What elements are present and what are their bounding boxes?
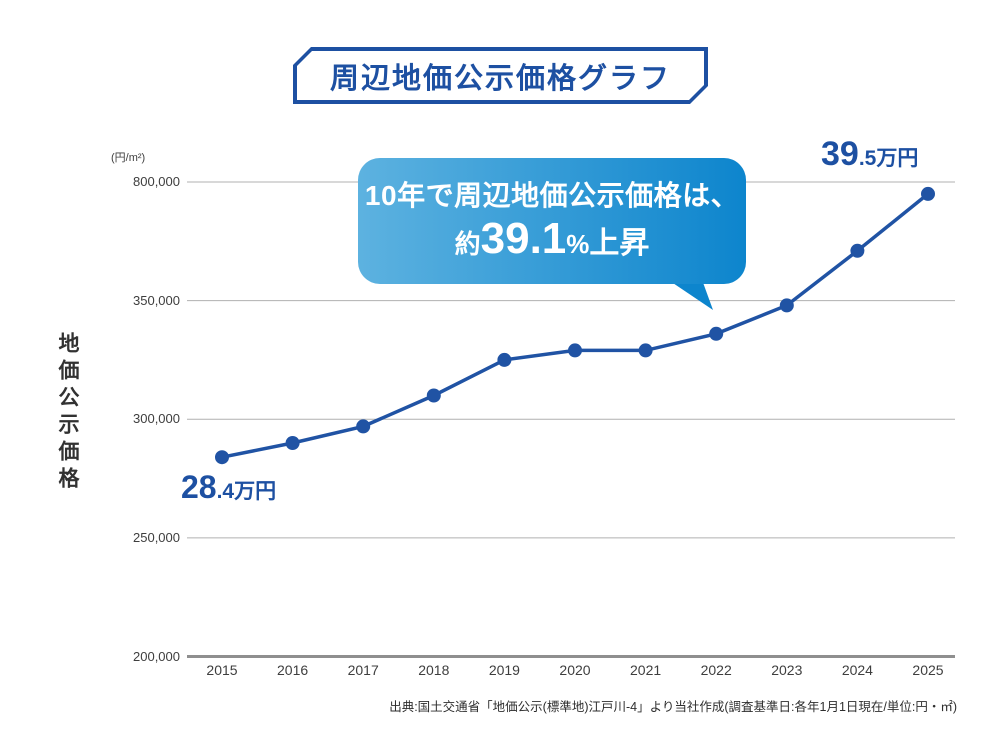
end-point-unit: .5万円: [858, 147, 919, 170]
data-point: [426, 388, 441, 403]
data-point: [921, 186, 935, 201]
data-point: [285, 436, 300, 450]
data-point: [356, 419, 371, 434]
x-tick-label: 2016: [277, 662, 309, 678]
x-tick-label: 2024: [841, 662, 873, 678]
data-point: [850, 243, 865, 258]
x-tick-label: 2020: [559, 662, 591, 678]
x-tick-label: 2023: [771, 662, 803, 678]
y-tick-label: 250,000: [133, 529, 180, 545]
x-tick-label: 2018: [418, 662, 450, 678]
y-axis-title: 地価公示価格: [56, 332, 79, 494]
callout-tail: [664, 277, 713, 310]
end-point-value: 39: [821, 135, 859, 173]
callout-prefix: 約: [454, 229, 481, 260]
start-point-unit: .4万円: [216, 480, 277, 503]
data-point: [638, 343, 653, 358]
data-point: [709, 326, 724, 341]
callout-suffix: 上昇: [589, 227, 650, 261]
data-point: [779, 298, 794, 313]
page-title: 周辺地価公示価格グラフ: [329, 62, 671, 95]
callout-bubble: 10年で周辺地価公示価格は、 約39.1%上昇: [358, 158, 746, 284]
callout-line2: 約39.1%上昇: [455, 215, 650, 263]
x-tick-label: 2015: [206, 662, 238, 678]
data-point: [215, 450, 229, 465]
callout-percentage-value: 39.1: [480, 214, 567, 264]
y-axis-unit: (円/m²): [111, 152, 146, 164]
y-tick-label: 200,000: [133, 648, 180, 664]
x-tick-label: 2021: [630, 662, 662, 678]
y-tick-label: 300,000: [133, 411, 180, 427]
data-point: [497, 352, 512, 367]
x-tick-label: 2019: [488, 662, 520, 678]
source-note: 出典:国土交通省「地価公示(標準地)江戸川-4」より当社作成(調査基準日:各年1…: [389, 700, 957, 714]
x-tick-label: 2022: [700, 662, 732, 678]
data-point: [568, 343, 582, 358]
end-point-label: 39.5万円: [821, 135, 918, 174]
y-tick-label: 350,000: [133, 292, 180, 308]
start-point-value: 28: [181, 469, 217, 505]
x-tick-label: 2017: [347, 662, 379, 678]
x-tick-label: 2025: [912, 662, 944, 678]
y-tick-label: 800,000: [133, 174, 180, 189]
start-point-label: 28.4万円: [181, 469, 276, 506]
callout-percent-sign: %: [566, 229, 590, 260]
chart-title-inner: 周辺地価公示価格グラフ: [297, 51, 704, 100]
callout-line1: 10年で周辺地価公示価格は、: [364, 180, 740, 212]
chart-title-box: 周辺地価公示価格グラフ: [293, 47, 708, 104]
